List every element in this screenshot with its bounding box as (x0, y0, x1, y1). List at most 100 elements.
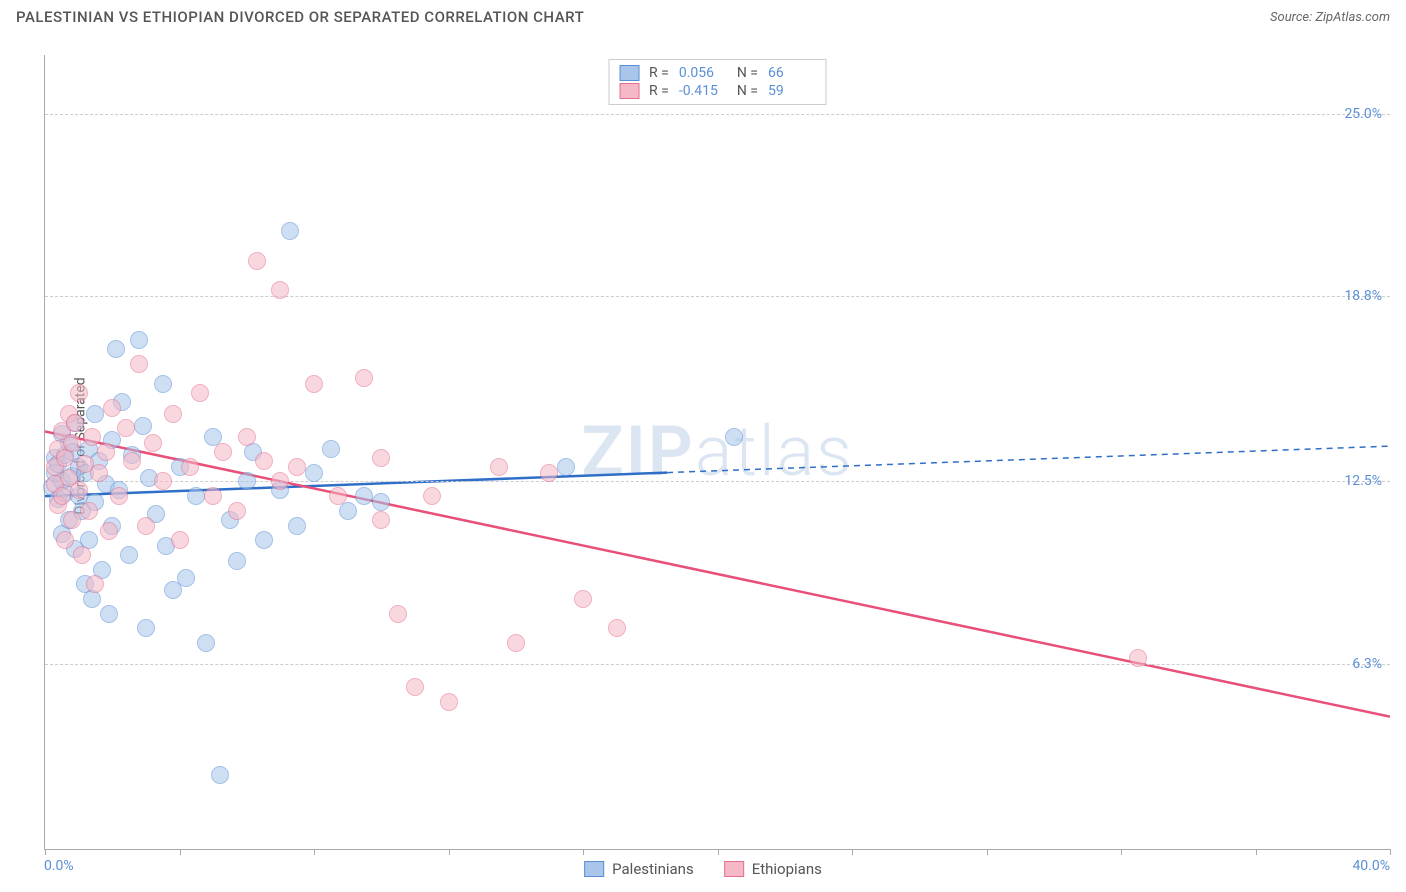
data-point (171, 531, 189, 549)
x-tick (1390, 849, 1391, 855)
data-point (228, 552, 246, 570)
x-axis-max-label: 40.0% (1352, 858, 1390, 874)
data-point (305, 375, 323, 393)
legend-swatch (619, 83, 639, 99)
data-point (355, 369, 373, 387)
data-point (725, 428, 743, 446)
x-tick (987, 849, 988, 855)
legend-series-item: Ethiopians (724, 860, 822, 878)
data-point (137, 619, 155, 637)
data-point (97, 443, 115, 461)
x-tick (449, 849, 450, 855)
gridline (45, 114, 1390, 115)
data-point (56, 531, 74, 549)
data-point (120, 546, 138, 564)
data-point (322, 440, 340, 458)
data-point (214, 443, 232, 461)
data-point (164, 405, 182, 423)
data-point (557, 458, 575, 476)
data-point (255, 531, 273, 549)
data-point (440, 693, 458, 711)
data-point (288, 458, 306, 476)
data-point (80, 502, 98, 520)
data-point (197, 634, 215, 652)
data-point (53, 487, 71, 505)
legend-swatch (724, 861, 744, 877)
data-point (103, 399, 121, 417)
data-point (281, 222, 299, 240)
data-point (329, 487, 347, 505)
data-point (154, 472, 172, 490)
y-tick-label: 6.3% (1352, 656, 1382, 672)
data-point (63, 434, 81, 452)
data-point (540, 464, 558, 482)
data-point (238, 472, 256, 490)
y-tick-label: 12.5% (1344, 473, 1382, 489)
x-axis-min-label: 0.0% (44, 858, 74, 874)
gridline (45, 296, 1390, 297)
legend-stat-row: R =0.056N =66 (619, 64, 816, 82)
series-legend: Palestinians Ethiopians (584, 860, 822, 878)
data-point (83, 428, 101, 446)
data-point (90, 464, 108, 482)
data-point (228, 502, 246, 520)
data-point (248, 252, 266, 270)
data-point (574, 590, 592, 608)
data-point (271, 281, 289, 299)
correlation-stats-legend: R =0.056N =66R =-0.415N =59 (608, 59, 827, 105)
data-point (123, 452, 141, 470)
data-point (73, 546, 91, 564)
x-tick (852, 849, 853, 855)
data-point (70, 384, 88, 402)
data-point (255, 452, 273, 470)
x-tick (1256, 849, 1257, 855)
y-tick-label: 18.8% (1344, 288, 1382, 304)
gridline (45, 664, 1390, 665)
data-point (406, 678, 424, 696)
data-point (339, 502, 357, 520)
data-point (107, 340, 125, 358)
data-point (389, 605, 407, 623)
data-point (117, 419, 135, 437)
data-point (144, 434, 162, 452)
data-point (355, 487, 373, 505)
data-point (423, 487, 441, 505)
data-point (154, 375, 172, 393)
data-point (86, 405, 104, 423)
data-point (86, 575, 104, 593)
y-tick-label: 25.0% (1344, 106, 1382, 122)
data-point (177, 569, 195, 587)
data-point (110, 487, 128, 505)
x-tick (180, 849, 181, 855)
legend-series-item: Palestinians (584, 860, 694, 878)
x-tick (718, 849, 719, 855)
data-point (288, 517, 306, 535)
x-tick (45, 849, 46, 855)
data-point (191, 384, 209, 402)
data-point (187, 487, 205, 505)
data-point (63, 511, 81, 529)
data-point (130, 355, 148, 373)
x-tick (1121, 849, 1122, 855)
legend-stat-row: R =-0.415N =59 (619, 82, 816, 100)
source-attribution: Source: ZipAtlas.com (1270, 10, 1390, 25)
data-point (238, 428, 256, 446)
data-point (372, 493, 390, 511)
data-point (204, 487, 222, 505)
legend-swatch (584, 861, 604, 877)
chart-title: PALESTINIAN VS ETHIOPIAN DIVORCED OR SEP… (16, 8, 584, 26)
data-point (100, 522, 118, 540)
data-point (211, 766, 229, 784)
data-point (1129, 649, 1147, 667)
data-point (137, 517, 155, 535)
data-point (271, 472, 289, 490)
data-point (305, 464, 323, 482)
data-point (608, 619, 626, 637)
data-point (66, 414, 84, 432)
data-point (134, 417, 152, 435)
x-tick (314, 849, 315, 855)
legend-swatch (619, 65, 639, 81)
data-point (100, 605, 118, 623)
data-point (507, 634, 525, 652)
data-point (372, 449, 390, 467)
